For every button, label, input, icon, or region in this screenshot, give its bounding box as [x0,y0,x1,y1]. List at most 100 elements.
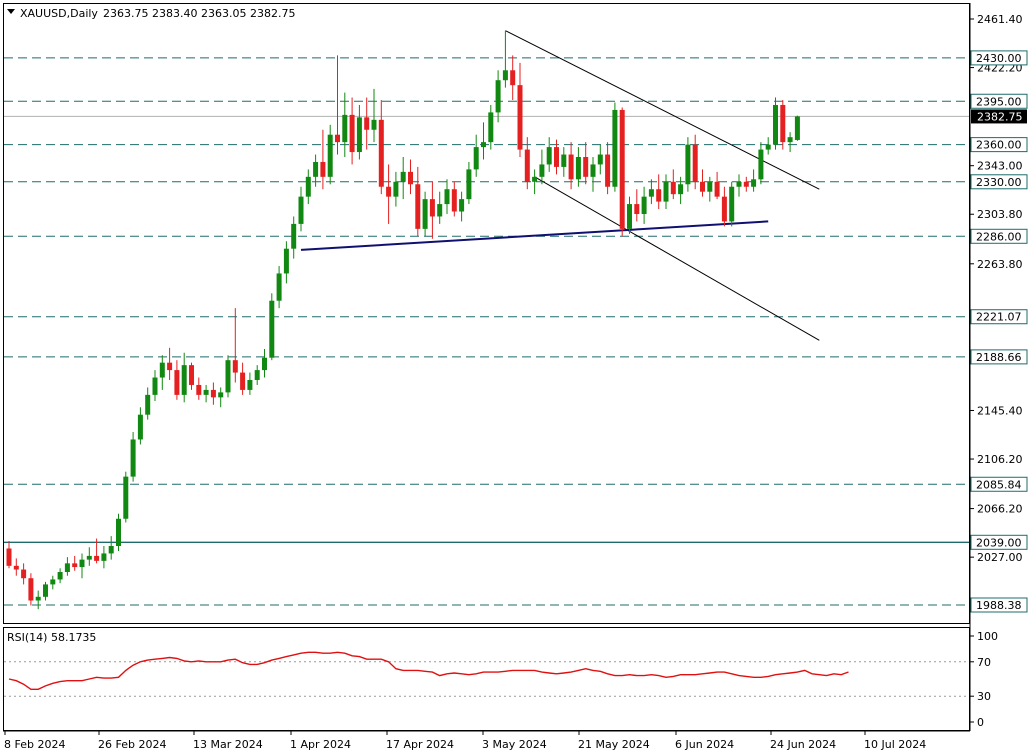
candle[interactable] [488,104,494,150]
dropdown-arrow-icon[interactable] [7,9,15,14]
candle[interactable] [539,149,545,185]
candle[interactable] [313,154,319,187]
candle[interactable] [225,355,231,398]
candle[interactable] [605,142,611,195]
candle[interactable] [79,553,85,579]
candle[interactable] [94,538,100,564]
candle[interactable] [554,139,559,175]
candle[interactable] [429,181,435,239]
candle[interactable] [349,97,355,165]
candle[interactable] [721,186,727,227]
candle[interactable] [159,355,165,390]
candle[interactable] [714,171,720,200]
candle[interactable] [743,176,749,192]
candle[interactable] [685,137,691,192]
candle[interactable] [210,382,216,405]
candle[interactable] [612,102,618,192]
candle[interactable] [269,293,275,361]
candle[interactable] [794,115,800,141]
candle[interactable] [568,142,574,190]
candle[interactable] [181,352,187,403]
candle[interactable] [43,581,48,601]
channel-upper[interactable] [505,30,820,190]
candle[interactable] [415,166,421,237]
candle[interactable] [327,124,333,185]
candle[interactable] [780,100,786,150]
candle[interactable] [276,266,282,309]
candle[interactable] [101,546,107,569]
candle[interactable] [247,372,253,395]
candle[interactable] [189,362,194,390]
candle[interactable] [21,563,27,585]
candle[interactable] [444,179,450,214]
candle[interactable] [758,142,764,185]
candle[interactable] [597,144,603,175]
candle[interactable] [517,62,523,158]
candle[interactable] [371,88,377,143]
candle[interactable] [57,568,63,584]
candle[interactable] [473,134,479,177]
candle[interactable] [502,30,508,88]
candle[interactable] [291,216,297,259]
candle[interactable] [678,176,684,205]
candle[interactable] [546,137,552,172]
candle[interactable] [240,362,246,395]
candle[interactable] [583,142,589,185]
candle[interactable] [561,147,567,177]
rsi-line[interactable] [8,651,849,690]
candle[interactable] [656,174,662,210]
candle[interactable] [422,191,428,237]
candle[interactable] [575,147,581,187]
candle[interactable] [634,189,640,222]
candle[interactable] [590,157,596,192]
candle[interactable] [130,432,136,482]
candle[interactable] [495,70,501,123]
support-line[interactable] [300,220,769,251]
candle[interactable] [254,365,260,385]
candle[interactable] [116,513,121,551]
candle[interactable] [663,174,669,210]
candle[interactable] [729,181,735,227]
candle[interactable] [524,137,530,190]
candle[interactable] [736,174,742,197]
channel-lower[interactable] [534,176,820,341]
candle[interactable] [13,558,19,576]
candle[interactable] [218,387,224,408]
candle[interactable] [342,92,348,158]
candle[interactable] [648,179,654,205]
candle[interactable] [137,407,143,445]
candle[interactable] [283,241,289,284]
candle[interactable] [364,97,370,150]
candle[interactable] [356,104,362,160]
candle[interactable] [393,171,399,207]
candle[interactable] [262,349,267,378]
candle[interactable] [765,137,771,155]
candle[interactable] [108,536,114,560]
candle[interactable] [145,387,151,420]
candle[interactable] [50,575,56,590]
candle[interactable] [196,377,202,400]
candle[interactable] [378,100,384,195]
candle[interactable] [386,164,392,224]
candle[interactable] [532,169,538,195]
candle[interactable] [700,169,705,197]
candle[interactable] [408,159,413,195]
candle[interactable] [86,547,92,566]
candle[interactable] [400,157,406,200]
candle[interactable] [481,122,486,160]
candle[interactable] [305,169,311,205]
candle[interactable] [335,55,340,155]
candle[interactable] [641,186,647,224]
candle[interactable] [670,169,676,200]
candle[interactable] [72,555,78,571]
candle[interactable] [298,186,304,232]
candle[interactable] [123,471,129,523]
candle[interactable] [6,541,12,569]
candle[interactable] [787,132,793,153]
candle[interactable] [751,169,757,192]
candle[interactable] [152,370,158,402]
candle[interactable] [64,557,70,576]
candle[interactable] [320,129,326,190]
candle[interactable] [451,181,457,217]
